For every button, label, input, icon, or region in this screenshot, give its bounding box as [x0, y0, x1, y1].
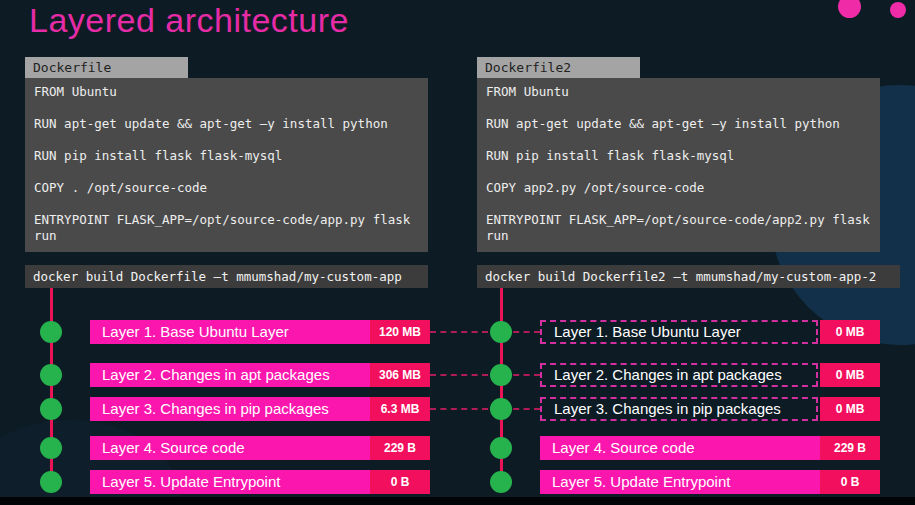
timeline-node-icon — [40, 398, 62, 420]
layer-row: Layer 1. Base Ubuntu Layer 0 MB — [540, 320, 880, 344]
layer-row: Layer 4. Source code 229 B — [90, 436, 430, 460]
layer-label: Layer 1. Base Ubuntu Layer — [540, 320, 818, 344]
slide-canvas: Layered architecture Dockerfile FROM Ubu… — [0, 0, 915, 505]
page-title: Layered architecture — [29, 1, 349, 40]
docker-build-command-left: docker build Dockerfile –t mmumshad/my-c… — [25, 265, 428, 288]
layer-row: Layer 5. Update Entrypoint 0 B — [540, 470, 880, 494]
layer-size-badge: 0 MB — [820, 363, 880, 387]
layer-label: Layer 3. Changes in pip packages — [90, 397, 370, 421]
decor-dot-icon — [838, 0, 861, 18]
cache-connector-line — [430, 331, 540, 333]
layer-size-badge: 0 MB — [820, 397, 880, 421]
docker-build-command-right: docker build Dockerfile2 –t mmumshad/my-… — [477, 265, 900, 288]
layer-label: Layer 5. Update Entrypoint — [90, 470, 370, 494]
layer-size-badge: 306 MB — [370, 363, 430, 387]
layer-size-badge: 229 B — [370, 436, 430, 460]
layer-label: Layer 2. Changes in apt packages — [540, 363, 818, 387]
timeline-node-icon — [490, 437, 512, 459]
layer-label: Layer 4. Source code — [90, 436, 370, 460]
layer-label: Layer 2. Changes in apt packages — [90, 363, 370, 387]
timeline-node-icon — [490, 398, 512, 420]
layer-size-badge: 229 B — [820, 436, 880, 460]
layer-row: Layer 3. Changes in pip packages 6.3 MB — [90, 397, 430, 421]
dockerfile2-code-block: FROM Ubuntu RUN apt-get update && apt-ge… — [477, 78, 880, 252]
timeline-node-icon — [40, 321, 62, 343]
layer-row: Layer 4. Source code 229 B — [540, 436, 880, 460]
timeline-node-icon — [40, 437, 62, 459]
layer-size-badge: 0 MB — [820, 320, 880, 344]
layer-row: Layer 2. Changes in apt packages 0 MB — [540, 363, 880, 387]
layer-label: Layer 3. Changes in pip packages — [540, 397, 818, 421]
timeline-node-icon — [40, 364, 62, 386]
cache-connector-line — [430, 374, 540, 376]
bottom-letterbox — [0, 497, 915, 505]
layer-row: Layer 5. Update Entrypoint 0 B — [90, 470, 430, 494]
timeline-node-icon — [490, 364, 512, 386]
layer-label: Layer 5. Update Entrypoint — [540, 470, 820, 494]
dockerfile-tab: Dockerfile — [25, 57, 188, 78]
layer-row: Layer 3. Changes in pip packages 0 MB — [540, 397, 880, 421]
dockerfile-code-block: FROM Ubuntu RUN apt-get update && apt-ge… — [25, 78, 428, 252]
dockerfile2-tab: Dockerfile2 — [477, 57, 640, 78]
timeline-node-icon — [490, 471, 512, 493]
layer-label: Layer 1. Base Ubuntu Layer — [90, 320, 370, 344]
timeline-node-icon — [490, 321, 512, 343]
layer-label: Layer 4. Source code — [540, 436, 820, 460]
layer-row: Layer 2. Changes in apt packages 306 MB — [90, 363, 430, 387]
layer-size-badge: 0 B — [820, 470, 880, 494]
layer-size-badge: 120 MB — [370, 320, 430, 344]
layer-row: Layer 1. Base Ubuntu Layer 120 MB — [90, 320, 430, 344]
layer-size-badge: 0 B — [370, 470, 430, 494]
cache-connector-line — [430, 408, 540, 410]
layer-size-badge: 6.3 MB — [370, 397, 430, 421]
decor-dot-icon — [890, 2, 906, 18]
timeline-node-icon — [40, 471, 62, 493]
